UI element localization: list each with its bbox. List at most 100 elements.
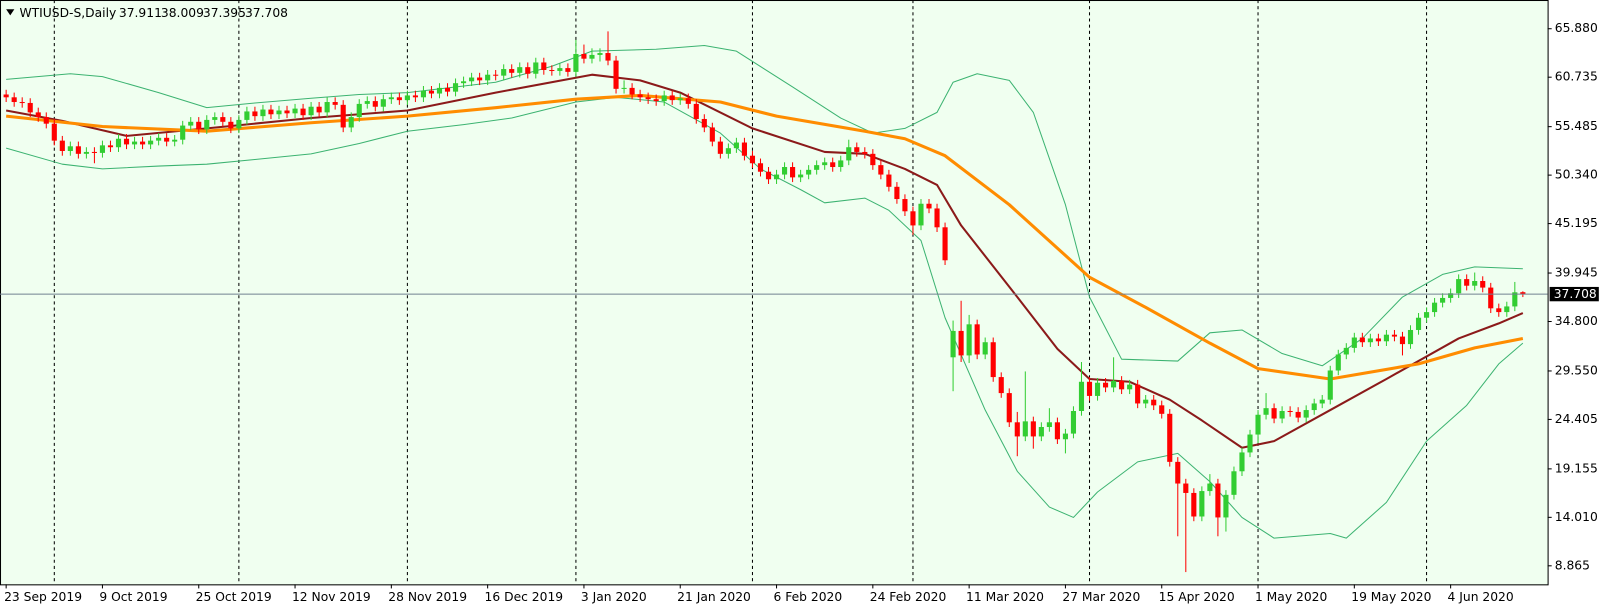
candle-body xyxy=(1448,293,1454,298)
candle-body xyxy=(1046,422,1052,428)
candle-body xyxy=(1263,408,1269,415)
candle-body xyxy=(693,103,699,119)
candle-body xyxy=(1102,382,1109,388)
candle-body xyxy=(733,142,739,149)
candle-body xyxy=(1287,410,1293,413)
candle-body xyxy=(942,227,948,261)
candle-body xyxy=(565,68,571,72)
candle-body xyxy=(131,141,138,145)
candle-body xyxy=(717,141,723,154)
candle-body xyxy=(340,104,346,128)
candle-body xyxy=(91,151,97,153)
candle-body xyxy=(1167,413,1173,462)
candle-body xyxy=(1199,491,1205,517)
candle-body xyxy=(1030,421,1036,437)
candle-body xyxy=(525,67,531,74)
candle-body xyxy=(1391,334,1398,337)
candle-body xyxy=(1070,410,1077,434)
candle-body xyxy=(420,90,427,98)
candle-body xyxy=(115,138,122,148)
candle-body xyxy=(573,53,579,72)
candle-body xyxy=(862,151,868,154)
candle-body xyxy=(1311,403,1317,411)
candle-body xyxy=(1512,292,1518,307)
candle-body xyxy=(1078,381,1085,411)
candle-body xyxy=(854,147,860,152)
indicator-line xyxy=(5,73,1524,449)
candle-body xyxy=(396,97,402,101)
candle-body xyxy=(605,53,611,61)
candle-body xyxy=(1520,292,1526,295)
x-tick-label: 23 Sep 2019 xyxy=(4,590,82,604)
candle-body xyxy=(1006,393,1012,423)
candle-body xyxy=(388,97,394,100)
candle-body xyxy=(701,118,707,128)
candle-body xyxy=(814,165,820,170)
candle-body xyxy=(99,145,106,153)
candle-body xyxy=(878,165,884,175)
candle-body xyxy=(59,140,65,152)
candle-body xyxy=(990,342,996,378)
candle-body xyxy=(798,174,804,178)
candle-body xyxy=(1054,422,1060,440)
candle-body xyxy=(629,87,635,95)
candle-body xyxy=(452,83,459,92)
candle-body xyxy=(332,102,338,105)
chart-title: WTIUSD-S,Daily xyxy=(19,6,116,20)
candle-body xyxy=(773,174,780,180)
candle-body xyxy=(300,108,306,116)
candle-body xyxy=(428,90,435,94)
candle-body xyxy=(35,112,41,118)
candle-body xyxy=(613,60,619,89)
candle-body xyxy=(790,167,796,178)
x-tick-label: 19 May 2020 xyxy=(1351,590,1431,604)
indicator-line xyxy=(6,96,1524,539)
candle-body xyxy=(870,153,876,166)
candle-body xyxy=(1038,427,1044,437)
candle-body xyxy=(1239,452,1245,472)
candle-body xyxy=(1343,347,1349,355)
close-value: 37.708 xyxy=(245,6,288,20)
candle-body xyxy=(1271,408,1277,419)
x-tick-label: 27 Mar 2020 xyxy=(1062,590,1140,604)
candle-body xyxy=(1504,306,1510,313)
candle-body xyxy=(517,67,523,73)
candle-body xyxy=(958,330,964,356)
candle-body xyxy=(637,94,643,98)
y-tick-label: 29.550 xyxy=(1555,363,1598,377)
candle-body xyxy=(1319,399,1325,404)
candle-body xyxy=(308,106,314,116)
x-tick-label: 15 Apr 2020 xyxy=(1159,590,1235,604)
candle-body xyxy=(557,68,563,71)
candle-body xyxy=(589,54,595,59)
plot-area xyxy=(0,0,1549,586)
candle-body xyxy=(244,111,250,120)
candle-body xyxy=(1407,329,1414,345)
menu-arrow[interactable] xyxy=(6,9,15,16)
candle-body xyxy=(677,98,683,101)
candle-body xyxy=(894,186,900,200)
low-value: 37.395 xyxy=(203,6,246,20)
candle-body xyxy=(838,160,844,168)
candle-body xyxy=(11,97,17,103)
y-tick-label: 19.155 xyxy=(1555,461,1598,475)
candle-body xyxy=(1488,287,1494,309)
candle-body xyxy=(661,95,667,102)
y-tick-label: 39.945 xyxy=(1555,266,1598,280)
x-tick-label: 3 Jan 2020 xyxy=(581,590,647,604)
candle-body xyxy=(1191,492,1197,517)
candle-body xyxy=(782,167,788,175)
candle-body xyxy=(1375,338,1381,342)
candle-body xyxy=(749,155,756,164)
candle-body xyxy=(284,110,290,114)
candle-body xyxy=(19,102,25,104)
x-tick-label: 28 Nov 2019 xyxy=(388,590,467,604)
candle-body xyxy=(252,111,258,117)
candle-body xyxy=(982,342,988,355)
price-label-box xyxy=(1549,286,1599,302)
x-tick-label: 9 Oct 2019 xyxy=(99,590,167,604)
candle-body xyxy=(228,121,234,129)
candle-body xyxy=(709,127,715,142)
candle-body xyxy=(830,162,836,168)
candle-body xyxy=(950,330,956,358)
